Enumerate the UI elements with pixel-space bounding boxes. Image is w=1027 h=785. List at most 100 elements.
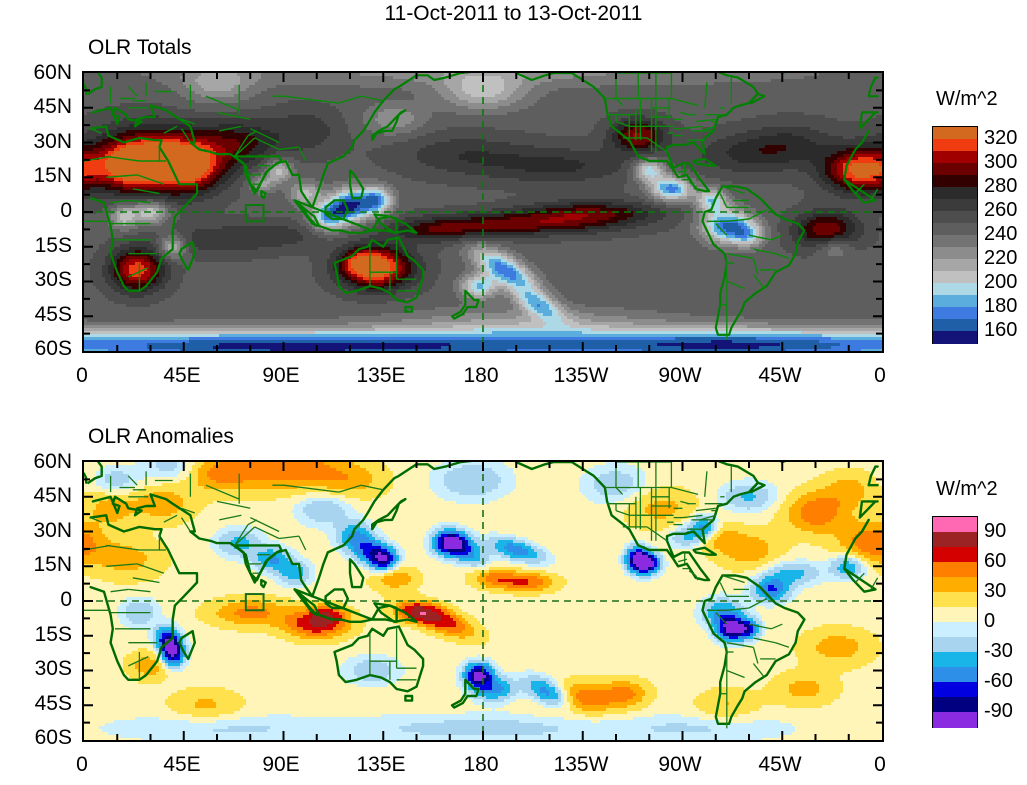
xtick-label: 45E	[163, 753, 201, 776]
colorbar-tick-label: 280	[984, 175, 1018, 197]
colorbar-band	[933, 163, 977, 176]
ytick-label: 30S	[34, 268, 72, 291]
reference-lines	[84, 462, 882, 740]
colorbar-band	[933, 562, 977, 578]
colorbar-band	[933, 607, 977, 623]
colorbar-tick-label: 300	[984, 151, 1018, 173]
colorbar-unit-totals: W/m^2	[936, 88, 998, 110]
xtick-label: 180	[463, 364, 499, 387]
colorbar-band	[933, 652, 977, 668]
ytick-label: 60S	[34, 726, 72, 749]
colorbar-band	[933, 331, 977, 344]
xtick-label: 90E	[262, 364, 300, 387]
colorbar-band	[933, 682, 977, 698]
colorbar-band	[933, 622, 977, 638]
xtick-label: 135E	[356, 364, 406, 387]
colorbar-tick-label: 260	[984, 199, 1018, 221]
colorbar-tick-label: 90	[984, 520, 1007, 542]
colorbar-band	[933, 151, 977, 164]
colorbar-tick-label: -90	[984, 700, 1013, 722]
panel-olr-totals: OLR Totals 60N 45N 30N 15N 0 15S 30S 45S…	[33, 36, 1018, 387]
ytick-label: 60N	[33, 450, 72, 473]
figure-title: 11-Oct-2011 to 13-Oct-2011	[384, 2, 643, 25]
colorbar-band	[933, 199, 977, 212]
colorbar-band	[933, 247, 977, 260]
colorbar-band	[933, 712, 977, 728]
region-box-marker	[244, 204, 265, 223]
colorbar-band	[933, 139, 977, 152]
ytick-label: 45N	[33, 95, 72, 118]
xtick-label: 135W	[553, 753, 609, 776]
ytick-label: 60S	[34, 337, 72, 360]
xtick-label: 0	[874, 753, 886, 776]
colorbar-tick-label: 200	[984, 271, 1018, 293]
colorbar-tick-label: 60	[984, 550, 1007, 572]
xtick-label: 45E	[163, 364, 201, 387]
colorbar-band	[933, 307, 977, 320]
ytick-label: 45S	[34, 692, 72, 715]
ytick-label: 15S	[34, 623, 72, 646]
colorbar-anomalies[interactable]	[932, 516, 978, 728]
colorbar-band	[933, 127, 977, 140]
political-borders	[84, 73, 879, 340]
colorbar-tick-label: 160	[984, 319, 1018, 341]
xtick-label: 90W	[658, 753, 702, 776]
colorbar-totals[interactable]	[932, 126, 978, 344]
ytick-label: 45N	[33, 484, 72, 507]
colorbar-band	[933, 211, 977, 224]
ytick-label: 45S	[34, 303, 72, 326]
coastlines	[84, 73, 879, 336]
ytick-label: 30S	[34, 657, 72, 680]
map-canvas-anomalies	[84, 462, 882, 740]
colorbar-band	[933, 259, 977, 272]
xtick-label: 90W	[658, 364, 702, 387]
colorbar-band	[933, 175, 977, 188]
colorbar-band	[933, 667, 977, 683]
ytick-label: 15S	[34, 234, 72, 257]
ytick-label: 30N	[33, 519, 72, 542]
xtick-label: 135W	[553, 364, 609, 387]
xtick-label: 0	[76, 364, 88, 387]
colorbar-band	[933, 532, 977, 548]
xtick-label: 180	[463, 753, 499, 776]
colorbar-band	[933, 577, 977, 593]
colorbar-tick-label: -30	[984, 640, 1013, 662]
colorbar-band	[933, 697, 977, 713]
map-canvas-totals	[84, 73, 882, 351]
reference-lines	[84, 73, 882, 351]
colorbar-band	[933, 235, 977, 248]
colorbar-tick-label: 320	[984, 127, 1018, 149]
ytick-label: 15N	[33, 553, 72, 576]
xtick-label: 0	[76, 753, 88, 776]
xtick-label: 0	[874, 364, 886, 387]
colorbar-band	[933, 547, 977, 563]
colorbar-tick-label: -60	[984, 670, 1013, 692]
axis-ticks	[84, 73, 882, 351]
coastlines	[84, 462, 879, 725]
xtick-label: 90E	[262, 753, 300, 776]
colorbar-tick-label: 30	[984, 580, 1007, 602]
colorbar-tick-label: 220	[984, 247, 1018, 269]
xtick-label: 45W	[758, 364, 802, 387]
ytick-label: 60N	[33, 61, 72, 84]
xtick-label: 45W	[758, 753, 802, 776]
colorbar-unit-anomalies: W/m^2	[936, 478, 998, 500]
panel-olr-anomalies: OLR Anomalies 60N 45N 30N 15N 0 15S 30S …	[0, 390, 1027, 785]
region-box-marker	[244, 593, 265, 612]
political-borders	[84, 462, 879, 729]
ytick-label: 15N	[33, 164, 72, 187]
colorbar-band	[933, 517, 977, 533]
colorbar-band	[933, 592, 977, 608]
panel-title-anomalies: OLR Anomalies	[88, 425, 234, 448]
colorbar-tick-label: 0	[984, 610, 996, 632]
xtick-label: 135E	[356, 753, 406, 776]
map-plot-anomalies[interactable]	[82, 460, 884, 742]
colorbar-band	[933, 283, 977, 296]
map-plot-totals[interactable]	[82, 71, 884, 353]
colorbar-band	[933, 319, 977, 332]
colorbar-band	[933, 637, 977, 653]
colorbar-tick-label: 240	[984, 223, 1018, 245]
ytick-label: 0	[60, 588, 72, 611]
colorbar-band	[933, 223, 977, 236]
colorbar-band	[933, 295, 977, 308]
